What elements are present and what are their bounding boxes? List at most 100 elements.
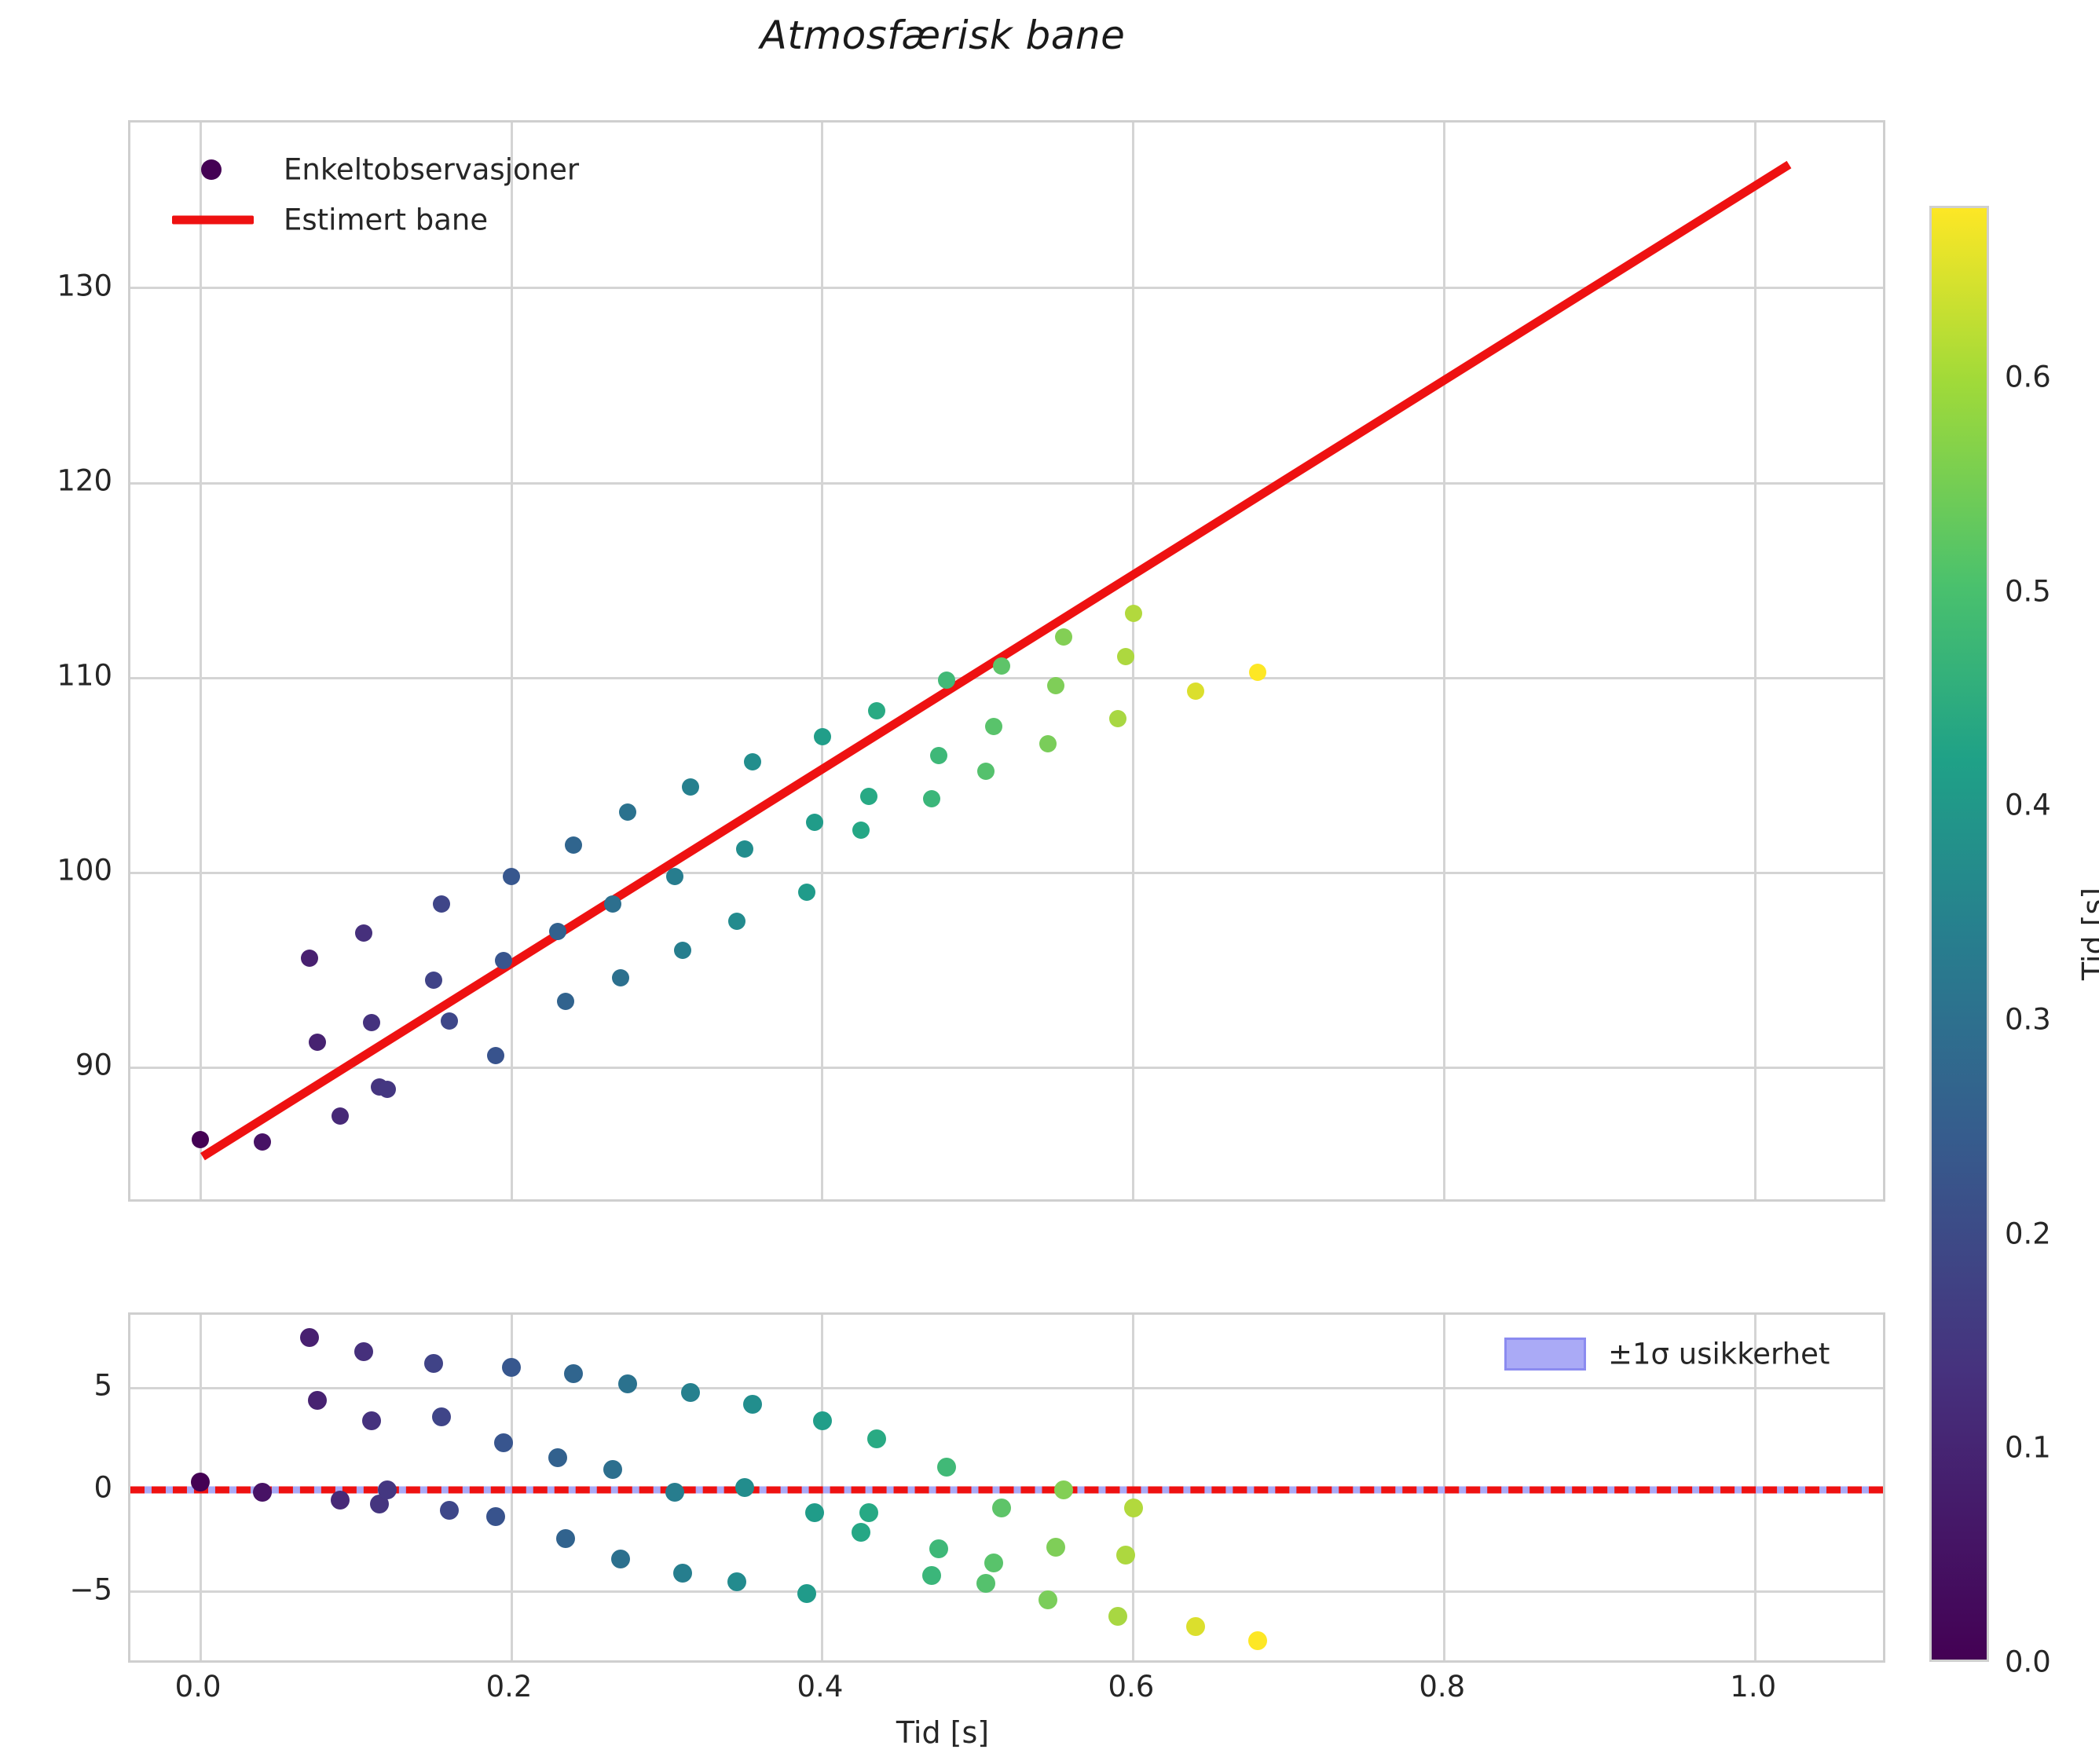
x-tick-label: 0.0 [174, 1670, 222, 1704]
data-point [735, 840, 753, 858]
colorbar-gradient [1929, 206, 1989, 1662]
x-axis-title: Tid [s] [896, 1715, 990, 1750]
data-point [557, 992, 575, 1010]
colorbar-title: Tid [s] [2076, 887, 2099, 981]
data-point [378, 1080, 396, 1098]
data-point [432, 895, 450, 913]
data-point [992, 657, 1010, 675]
data-point [486, 1506, 506, 1526]
data-point [868, 702, 886, 720]
data-point [922, 789, 940, 807]
colorbar-tick-label: 0.4 [2005, 788, 2051, 822]
data-point [1046, 1537, 1065, 1557]
data-point [921, 1565, 941, 1585]
data-point [1187, 683, 1205, 701]
data-point [253, 1482, 273, 1502]
data-point [362, 1014, 380, 1032]
y-tick-label: 5 [93, 1368, 112, 1403]
colorbar: 0.0 0.1 0.2 0.3 0.4 0.5 0.6 Tid [s] [1929, 206, 2099, 1679]
data-point [742, 1395, 762, 1414]
data-point [929, 1539, 949, 1559]
legend-label-observations: Enkeltobservasjoner [284, 152, 580, 187]
data-point [680, 1382, 700, 1402]
data-point [494, 1433, 514, 1453]
data-point [1038, 1590, 1057, 1610]
data-point [727, 1572, 747, 1591]
gridline-horizontal [130, 676, 1883, 679]
data-point [487, 1047, 505, 1065]
data-point [805, 1502, 825, 1522]
data-point [603, 1460, 622, 1480]
data-point [564, 1364, 584, 1384]
data-point [1116, 647, 1134, 665]
main-legend: Enkeltobservasjoner Estimert bane [158, 141, 598, 247]
data-point [361, 1411, 381, 1430]
data-point [1054, 628, 1072, 646]
data-point [976, 1574, 995, 1594]
data-point [813, 727, 831, 745]
residual-legend: ±1σ usikkerhet [1490, 1326, 1867, 1381]
data-point [672, 1564, 692, 1583]
y-tick-label: 110 [57, 658, 112, 693]
data-point [1248, 1630, 1268, 1650]
data-point [353, 1341, 373, 1361]
data-point [1053, 1480, 1073, 1499]
gridline-horizontal [130, 481, 1883, 485]
gridline-horizontal [130, 1590, 1883, 1594]
data-point [354, 924, 372, 942]
legend-entry-fit: Estimert bane [158, 196, 598, 243]
y-tick-label: 100 [57, 853, 112, 887]
data-point [1039, 735, 1057, 753]
data-point [299, 1327, 319, 1347]
data-point [1123, 1499, 1143, 1518]
gridline-vertical [821, 123, 824, 1199]
data-point [424, 1354, 444, 1374]
data-point [440, 1012, 458, 1030]
gridline-horizontal [130, 1066, 1883, 1069]
data-point [812, 1411, 832, 1430]
residual-plot-panel: ±1σ usikkerhet [128, 1312, 1885, 1663]
data-point [681, 778, 699, 796]
gridline-horizontal [130, 1386, 1883, 1389]
data-point [565, 836, 583, 855]
data-point [991, 1499, 1011, 1518]
data-point [852, 1523, 871, 1543]
colorbar-tick-label: 0.2 [2005, 1217, 2051, 1251]
data-point [665, 1482, 684, 1502]
x-tick-label: 1.0 [1730, 1670, 1777, 1704]
data-point [307, 1390, 327, 1410]
data-point [331, 1490, 350, 1510]
data-point [425, 971, 443, 989]
data-point [1109, 710, 1127, 728]
y-tick-label: −5 [69, 1572, 112, 1607]
data-point [431, 1407, 451, 1426]
data-point [1115, 1545, 1135, 1565]
data-point [610, 1550, 630, 1569]
data-point [192, 1131, 210, 1149]
data-point [930, 747, 948, 765]
data-point [549, 922, 567, 940]
data-point [618, 1374, 638, 1394]
y-tick-label: 120 [57, 463, 112, 498]
data-point [728, 913, 746, 931]
gridline-vertical [1132, 123, 1135, 1199]
data-point [797, 1584, 817, 1604]
data-point [984, 718, 1002, 736]
colorbar-tick-label: 0.0 [2005, 1645, 2051, 1679]
x-tick-label: 0.4 [797, 1670, 844, 1704]
main-plot-area [130, 123, 1883, 1199]
legend-entry-observations: Enkeltobservasjoner [158, 146, 598, 193]
x-tick-label: 0.2 [485, 1670, 533, 1704]
gridline-vertical [1443, 123, 1446, 1199]
figure-title: Atmosfærisk bane [760, 13, 1126, 58]
line-marker-icon [172, 215, 254, 225]
data-point [619, 803, 637, 822]
data-point [603, 895, 621, 913]
data-point [1249, 663, 1267, 681]
y-tick-label: 0 [93, 1470, 112, 1505]
data-point [503, 868, 520, 886]
data-point [495, 951, 513, 969]
data-point [867, 1429, 887, 1449]
band-patch-icon [1504, 1338, 1586, 1371]
gridline-vertical [1754, 123, 1757, 1199]
